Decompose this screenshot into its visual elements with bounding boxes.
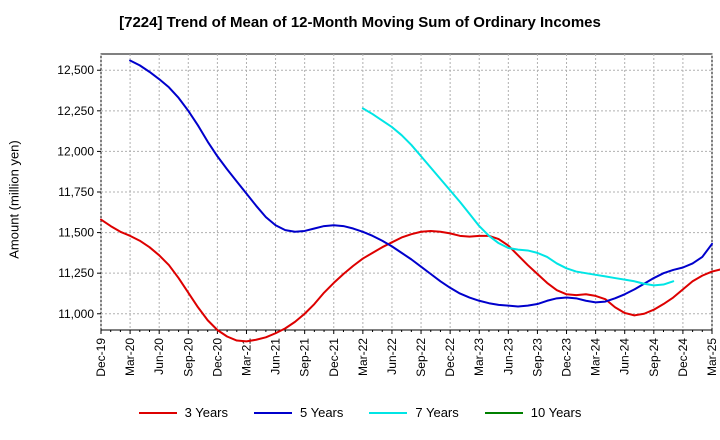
x-tick-label: Jun-24 bbox=[618, 338, 632, 375]
x-tick-label: Sep-24 bbox=[647, 338, 661, 377]
x-tick-label: Sep-22 bbox=[414, 338, 428, 377]
x-tick-label: Jun-23 bbox=[501, 338, 515, 375]
legend: 3 Years 5 Years 7 Years 10 Years bbox=[0, 405, 720, 420]
y-tick-label: 11,750 bbox=[58, 185, 94, 199]
x-tick-label: Mar-20 bbox=[123, 338, 137, 376]
x-tick-label: Dec-21 bbox=[327, 338, 341, 377]
legend-item: 7 Years bbox=[369, 405, 459, 420]
x-tick-label: Dec-24 bbox=[676, 338, 690, 377]
series-line-7-years bbox=[361, 107, 675, 287]
x-tick-label: Mar-22 bbox=[356, 338, 370, 376]
chart-title: [7224] Trend of Mean of 12-Month Moving … bbox=[119, 14, 601, 31]
x-tick-label: Mar-25 bbox=[705, 338, 719, 376]
x-tick-label: Dec-20 bbox=[210, 338, 224, 377]
x-tick-label: Jun-21 bbox=[269, 338, 283, 375]
y-tick-label: 12,000 bbox=[57, 144, 94, 158]
x-tick-label: Jun-20 bbox=[152, 338, 166, 375]
legend-label: 3 Years bbox=[184, 405, 228, 420]
legend-swatch bbox=[254, 411, 292, 414]
y-tick-label: 11,250 bbox=[58, 266, 94, 280]
legend-swatch bbox=[484, 411, 523, 414]
series-line-5-years bbox=[129, 59, 713, 308]
x-tick-label: Dec-22 bbox=[443, 338, 457, 377]
y-tick-label: 12,250 bbox=[57, 104, 94, 118]
legend-item: 10 Years bbox=[484, 405, 582, 420]
legend-label: 7 Years bbox=[415, 405, 459, 420]
x-tick-label: Dec-23 bbox=[560, 338, 574, 377]
series-line-3-years bbox=[100, 218, 720, 343]
x-tick-label: Sep-23 bbox=[530, 338, 544, 377]
legend-swatch bbox=[369, 411, 408, 414]
x-tick-label: Mar-21 bbox=[239, 338, 253, 376]
x-tick-label: Sep-21 bbox=[298, 338, 312, 377]
x-tick-label: Jun-22 bbox=[385, 338, 399, 375]
legend-label: 5 Years bbox=[300, 405, 344, 420]
x-tick-label: Mar-24 bbox=[589, 338, 603, 376]
y-tick-label: 11,500 bbox=[58, 226, 94, 240]
y-tick-label: 11,000 bbox=[58, 307, 94, 321]
x-tick-label: Sep-20 bbox=[181, 338, 195, 377]
legend-item: 5 Years bbox=[254, 405, 343, 420]
legend-swatch bbox=[138, 411, 177, 414]
y-tick-label: 12,500 bbox=[57, 63, 94, 77]
legend-label: 10 Years bbox=[530, 405, 582, 420]
x-tick-label: Mar-23 bbox=[472, 338, 486, 376]
x-tick-label: Dec-19 bbox=[94, 338, 108, 377]
legend-item: 3 Years bbox=[138, 405, 228, 420]
